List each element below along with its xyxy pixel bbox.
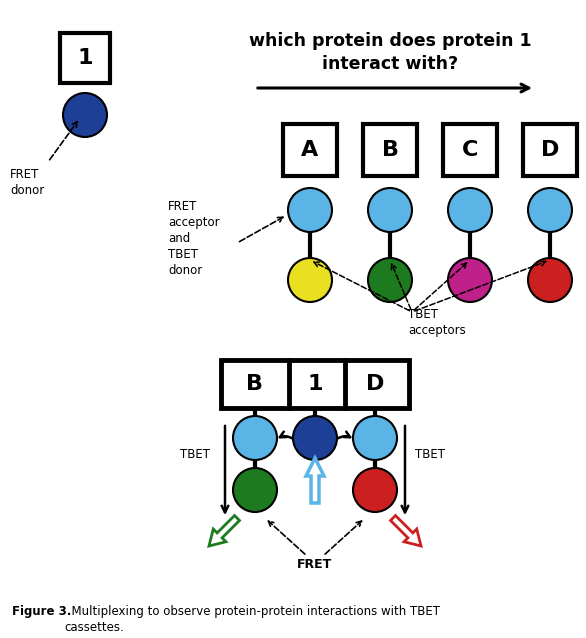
Text: TBET
acceptors: TBET acceptors — [408, 308, 466, 337]
Circle shape — [288, 188, 332, 232]
Text: FRET: FRET — [297, 558, 333, 571]
Text: Multiplexing to observe protein-protein interactions with TBET
cassettes.: Multiplexing to observe protein-protein … — [64, 605, 440, 634]
Circle shape — [528, 188, 572, 232]
Text: TBET: TBET — [180, 447, 210, 461]
Circle shape — [233, 468, 277, 512]
Circle shape — [353, 416, 397, 460]
Bar — [221, 360, 409, 408]
Circle shape — [448, 188, 492, 232]
Circle shape — [353, 468, 397, 512]
Circle shape — [233, 416, 277, 460]
Text: D: D — [541, 140, 559, 160]
Bar — [60, 33, 110, 83]
Text: B: B — [381, 140, 398, 160]
Circle shape — [368, 258, 412, 302]
Bar — [523, 124, 577, 176]
Text: FRET
donor: FRET donor — [10, 168, 45, 197]
Text: B: B — [247, 374, 264, 394]
Text: D: D — [366, 374, 384, 394]
Bar — [443, 124, 497, 176]
Text: 1: 1 — [77, 48, 93, 68]
Bar — [283, 124, 337, 176]
Text: TBET: TBET — [415, 447, 445, 461]
Text: A: A — [301, 140, 319, 160]
Text: Figure 3.: Figure 3. — [12, 605, 71, 618]
Text: C: C — [462, 140, 478, 160]
Circle shape — [288, 258, 332, 302]
Text: 1: 1 — [307, 374, 323, 394]
Circle shape — [368, 188, 412, 232]
Circle shape — [528, 258, 572, 302]
FancyArrow shape — [306, 458, 324, 503]
Bar — [363, 124, 417, 176]
Circle shape — [448, 258, 492, 302]
Circle shape — [293, 416, 337, 460]
Text: FRET
acceptor
and
TBET
donor: FRET acceptor and TBET donor — [168, 200, 220, 277]
Circle shape — [63, 93, 107, 137]
Text: which protein does protein 1
interact with?: which protein does protein 1 interact wi… — [248, 32, 532, 73]
